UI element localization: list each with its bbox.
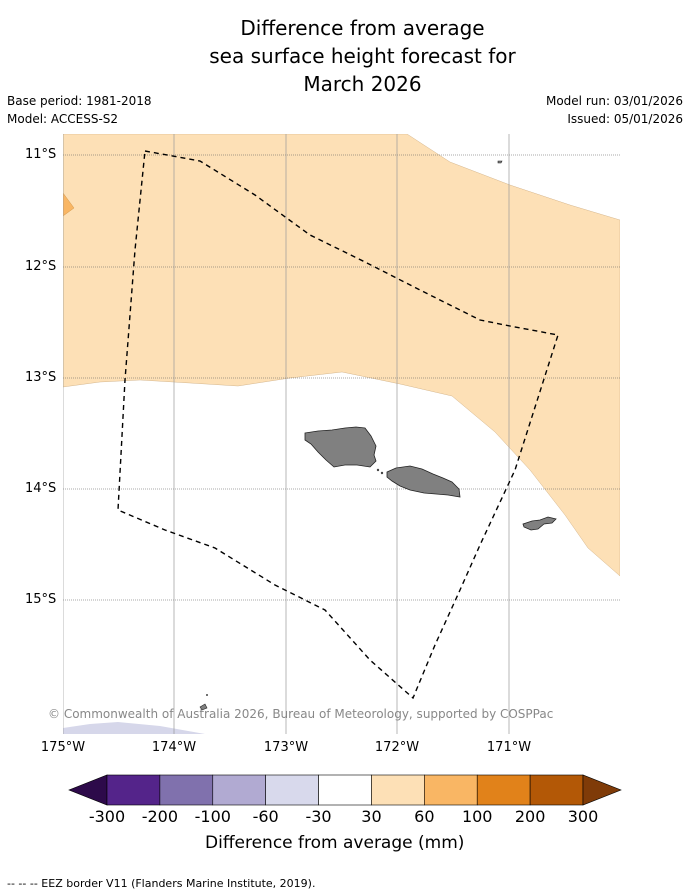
lat-label-14s: 14°S: [25, 481, 57, 496]
colorbar-tick-label: -60: [252, 807, 279, 826]
swains-island: [497, 160, 503, 164]
colorbar-segment: [265, 774, 319, 806]
small-islet-south: [206, 694, 208, 696]
colorbar-segment: [424, 774, 478, 806]
colorbar-segment: [318, 774, 372, 806]
chart-title: Difference from average sea surface heig…: [0, 14, 690, 98]
colorbar-tick-label: 300: [567, 807, 599, 826]
colorbar-tick-label: -300: [88, 807, 126, 826]
eez-legend-footer: -- -- -- EEZ border V11 (Flanders Marine…: [7, 877, 316, 890]
colorbar-tick-label: 200: [514, 807, 546, 826]
colorbar-tick-label: 30: [361, 807, 382, 826]
colorbar-segment: [476, 774, 531, 806]
colorbar-tick-label: -30: [305, 807, 332, 826]
apolima-island: [376, 468, 380, 472]
meta-right: Model run: 03/01/2026 Issued: 05/01/2026: [546, 93, 683, 129]
map-area: [63, 134, 620, 734]
colorbar: [68, 774, 622, 806]
title-line-2: sea surface height forecast for: [209, 44, 516, 68]
colorbar-label: Difference from average (mm): [205, 833, 465, 853]
anomaly-region-minus60-minus30: [63, 722, 205, 734]
model-name: Model: ACCESS-S2: [7, 112, 119, 126]
copyright-notice: © Commonwealth of Australia 2026, Bureau…: [48, 707, 554, 721]
manono-island: [380, 471, 384, 475]
issued-date: Issued: 05/01/2026: [567, 112, 683, 126]
lat-label-11s: 11°S: [25, 147, 57, 162]
colorbar-tick-label: 60: [414, 807, 435, 826]
colorbar-tick-label: 100: [461, 807, 493, 826]
colorbar-tick-label: -100: [194, 807, 231, 826]
colorbar-segment: [371, 774, 425, 806]
colorbar-segment: [106, 774, 161, 806]
upolu-island: [386, 465, 461, 498]
small-island-south: [199, 703, 208, 711]
lon-label-171w: 171°W: [486, 740, 532, 755]
lon-label-174w: 174°W: [151, 740, 197, 755]
eez-border: [117, 150, 559, 700]
colorbar-low-extension: [68, 774, 108, 806]
colorbar-high-extension: [582, 774, 622, 806]
title-line-3: March 2026: [303, 72, 422, 96]
lon-label-175w: 175°W: [40, 740, 86, 755]
colorbar-segment: [529, 774, 584, 806]
colorbar-tick-label: -200: [141, 807, 179, 826]
colorbar-segment: [159, 774, 214, 806]
meta-left: Base period: 1981-2018 Model: ACCESS-S2: [7, 93, 152, 129]
savaii-island: [304, 426, 377, 468]
tutuila-island: [522, 516, 557, 531]
lat-label-12s: 12°S: [25, 259, 57, 274]
base-period: Base period: 1981-2018: [7, 94, 152, 108]
anomaly-region-30-60: [63, 134, 620, 577]
title-line-1: Difference from average: [240, 16, 485, 40]
lat-label-15s: 15°S: [25, 592, 57, 607]
lon-label-172w: 172°W: [374, 740, 420, 755]
lon-label-173w: 173°W: [263, 740, 309, 755]
lat-label-13s: 13°S: [25, 370, 57, 385]
gridlines: [63, 134, 620, 734]
model-run: Model run: 03/01/2026: [545, 94, 683, 108]
anomaly-region-60-100: [63, 192, 75, 217]
colorbar-segment: [212, 774, 266, 806]
